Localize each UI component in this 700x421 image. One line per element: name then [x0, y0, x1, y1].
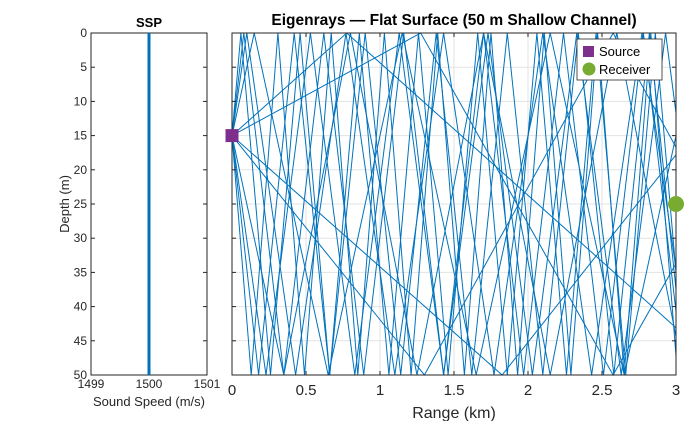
- ssp-y-tick-label: 10: [74, 94, 88, 108]
- eigenray-x-tick-label: 3: [672, 382, 680, 399]
- ssp-y-tick-label: 30: [74, 231, 88, 245]
- eigenray-path: [231, 32, 677, 376]
- eigenray-path: [231, 32, 677, 376]
- ssp-y-tick-label: 35: [74, 265, 88, 279]
- eigenray-axes: 0 0.5 1 1.5 2 2.5 3: [228, 32, 680, 399]
- ssp-y-tick-label: 25: [74, 197, 88, 211]
- eigenray-x-axis-label: Range (km): [412, 405, 496, 421]
- ssp-y-tick-label: 5: [80, 60, 87, 74]
- eigenray-x-tick-label: 0: [228, 382, 236, 399]
- eigenray-title: Eigenrays — Flat Surface (50 m Shallow C…: [271, 12, 636, 29]
- legend: Source Receiver: [576, 38, 663, 81]
- ssp-x-axis-label: Sound Speed (m/s): [93, 394, 205, 409]
- eigenray-path: [231, 32, 677, 376]
- eigenray-path: [231, 32, 677, 377]
- ssp-y-axis-label: Depth (m): [57, 175, 72, 233]
- eigenray-x-tick-label: 0.5: [296, 382, 317, 399]
- ssp-title: SSP: [136, 15, 162, 30]
- eigenray-path: [231, 32, 677, 376]
- legend-receiver-label: Receiver: [599, 62, 651, 77]
- ssp-x-tick-label: 1499: [78, 377, 105, 391]
- source-marker: [225, 129, 239, 143]
- eigenray-x-tick-label: 2.5: [592, 382, 613, 399]
- ssp-y-tick-label: 40: [74, 300, 88, 314]
- eigenray-x-tick-label: 1: [376, 382, 384, 399]
- ssp-y-tick-label: 0: [80, 26, 87, 40]
- ssp-y-tick-label: 20: [74, 163, 88, 177]
- receiver-marker: [668, 196, 684, 212]
- eigenray-path: [231, 31, 677, 376]
- eigenray-x-tick-label: 1.5: [444, 382, 465, 399]
- ssp-x-tick-label: 1501: [194, 377, 221, 391]
- ssp-y-tick-label: 45: [74, 334, 88, 348]
- legend-source-marker: [583, 46, 594, 57]
- ssp-y-tick-label: 50: [74, 368, 88, 382]
- eigenray-chart: 0 0.5 1 1.5 2 2.5 3 Eigenrays — Flat Surface (…: [225, 12, 684, 421]
- ssp-y-tick-label: 15: [74, 129, 88, 143]
- legend-source-label: Source: [599, 44, 640, 59]
- eigenray-markers: [225, 129, 684, 212]
- ssp-x-tick-label: 1500: [136, 377, 163, 391]
- eigenray-x-tick-label: 2: [524, 382, 532, 399]
- legend-receiver-marker: [582, 62, 596, 76]
